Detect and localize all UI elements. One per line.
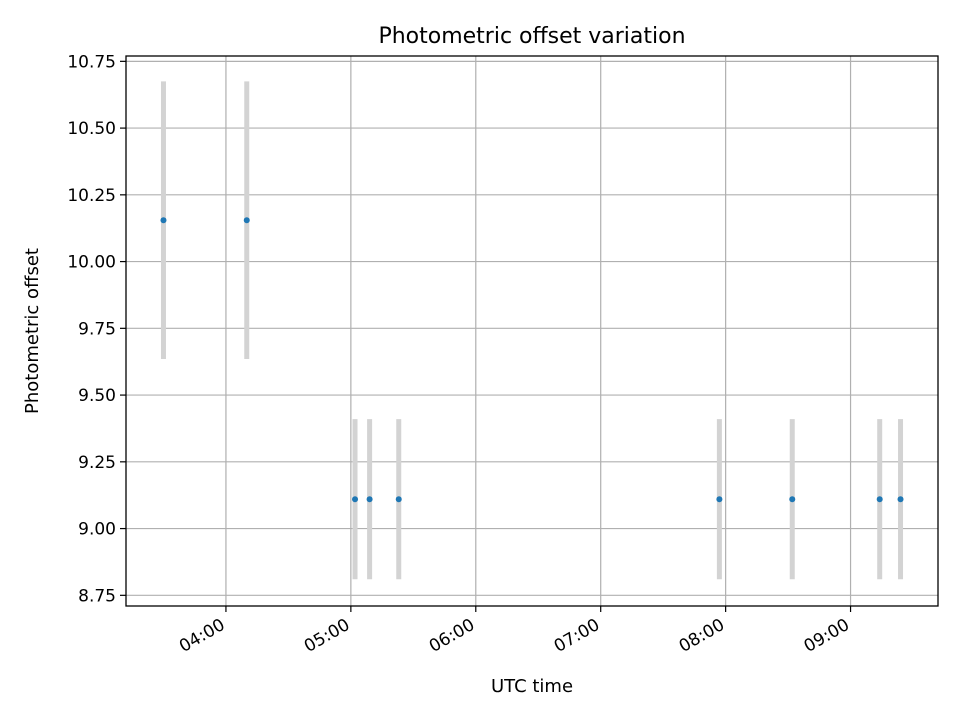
chart-title: Photometric offset variation [378,24,685,49]
y-axis-ticks: 8.75 9.00 9.25 9.50 9.75 10.00 10.25 10.50 10.75 [67,52,126,606]
y-tick-label: 8.75 [78,586,116,606]
y-tick-label: 9.00 [78,520,116,540]
y-axis-label: Photometric offset [22,248,43,414]
grid [126,56,938,606]
data-point [366,496,373,503]
data-point [243,217,250,224]
data-point [352,496,359,503]
y-tick-label: 10.00 [67,253,116,273]
y-tick-label: 10.50 [67,119,116,139]
data-point [789,496,796,503]
y-tick-label: 10.25 [67,186,116,206]
data-point [395,496,402,503]
data-point [876,496,883,503]
data-point [897,496,904,503]
plot-frame [125,55,939,607]
data-point [160,217,167,224]
y-tick-label: 9.75 [78,319,116,339]
y-tick-label: 10.75 [67,52,116,72]
y-tick-label: 9.25 [78,453,116,473]
x-axis-label: UTC time [491,676,573,697]
data-point [716,496,723,503]
y-tick-label: 9.50 [78,386,116,406]
data-points [160,217,904,503]
